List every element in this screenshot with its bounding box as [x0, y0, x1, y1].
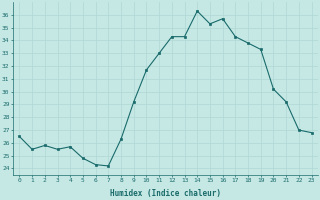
X-axis label: Humidex (Indice chaleur): Humidex (Indice chaleur)	[110, 189, 221, 198]
